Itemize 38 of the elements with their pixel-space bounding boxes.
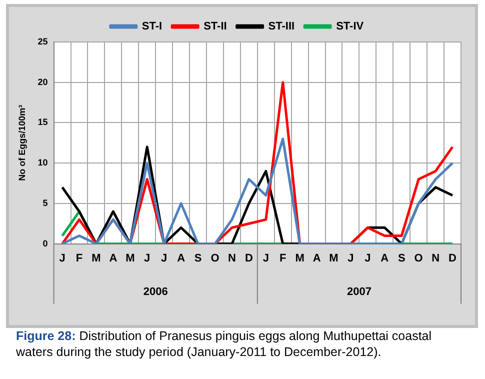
x-tick-label: D (448, 252, 457, 264)
x-tick-label: D (244, 252, 253, 264)
y-tick-label: 20 (38, 76, 48, 87)
caption: Figure 28: Distribution of Pranesus pinguis eggs along Muthupettai coastal waters during the study period (January-2011 to December-2012). (16, 328, 433, 360)
x-tick-label: J (144, 252, 150, 264)
x-tick-label: F (76, 252, 83, 264)
y-tick-label: 10 (38, 158, 48, 168)
text: 2007 (346, 286, 372, 298)
x-tick-label: M (126, 252, 135, 264)
x-tick-label: M (92, 252, 101, 264)
x-tick-label: A (312, 252, 321, 264)
y-tick-label: 15 (38, 117, 48, 128)
legend-label: ST-III (268, 20, 295, 33)
x-tick-label: F (279, 252, 286, 264)
x-tick-label: M (329, 252, 338, 264)
y-tick-label: 5 (42, 198, 48, 208)
x-tick-label: J (59, 252, 66, 264)
text: 2006 (143, 286, 168, 298)
legend-label: ST-IV (336, 20, 364, 33)
x-tick-label: J (262, 252, 269, 264)
x-tick-label: O (210, 252, 220, 264)
x-tick-label: O (414, 252, 424, 264)
x-tick-label: J (161, 252, 168, 264)
x-tick-label: J (364, 252, 371, 264)
x-tick-label: N (432, 252, 440, 264)
legend-label: ST-II (204, 20, 227, 33)
x-tick-label: A (109, 252, 118, 264)
x-tick-label: J (348, 252, 354, 264)
y-tick-label: 0 (42, 238, 48, 248)
x-tick-label: A (380, 252, 389, 264)
x-tick-label: N (228, 252, 236, 264)
x-tick-label: S (194, 252, 202, 264)
y-tick-label: 25 (38, 36, 48, 46)
x-tick-label: S (398, 252, 406, 264)
legend-label: ST-I (142, 20, 162, 33)
x-tick-label: M (295, 252, 304, 264)
y-axis-title: No of Eggs/100m³ (16, 104, 27, 181)
x-tick-label: A (177, 252, 186, 264)
